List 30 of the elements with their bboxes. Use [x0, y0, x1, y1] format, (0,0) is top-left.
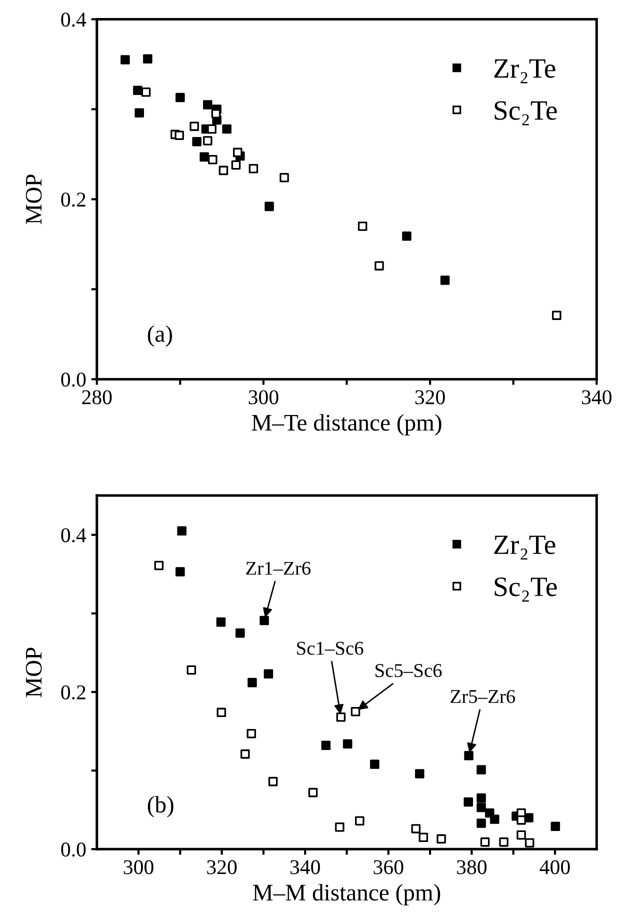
x-axis-title: M–M distance (pm) — [253, 884, 440, 906]
annotation: Zr1–Zr6 — [246, 562, 311, 575]
x-tick-label: 340 — [582, 390, 612, 404]
x-tick-label: 280 — [82, 390, 112, 404]
legend-label: Zr₂Te — [494, 59, 556, 84]
y-tick-label: 0.4 — [61, 528, 86, 542]
x-tick-label: 320 — [207, 860, 237, 874]
y-tick-label: 0.0 — [61, 842, 86, 857]
x-tick-label: 360 — [374, 860, 404, 874]
annotation: (b) — [148, 796, 174, 818]
annotation: Sc1–Sc6 — [297, 642, 364, 655]
legend-label: Zr₂Te — [494, 536, 556, 560]
x-tick-label: 300 — [248, 390, 278, 404]
x-tick-label: 320 — [415, 390, 445, 404]
annotation: Sc5–Sc6 — [376, 664, 442, 678]
y-tick-label: 0.4 — [61, 12, 86, 27]
y-tick-label: 0.2 — [61, 685, 86, 700]
annotation: Zr5–Zr6 — [450, 690, 516, 704]
x-tick-label: 340 — [290, 860, 320, 874]
x-tick-label: 380 — [457, 860, 487, 874]
y-axis-title: MOP — [26, 174, 42, 224]
x-tick-label: 300 — [124, 860, 154, 874]
y-tick-label: 0.2 — [61, 192, 86, 207]
y-axis-title: MOP — [26, 648, 42, 698]
y-tick-label: 0.0 — [61, 372, 86, 387]
legend-label: Sc₂Te — [494, 578, 557, 602]
legend-label: Sc₂Te — [494, 101, 557, 126]
annotation: (a) — [148, 325, 172, 347]
x-tick-label: 400 — [540, 860, 570, 874]
x-axis-title: M–Te distance (pm) — [252, 414, 442, 436]
